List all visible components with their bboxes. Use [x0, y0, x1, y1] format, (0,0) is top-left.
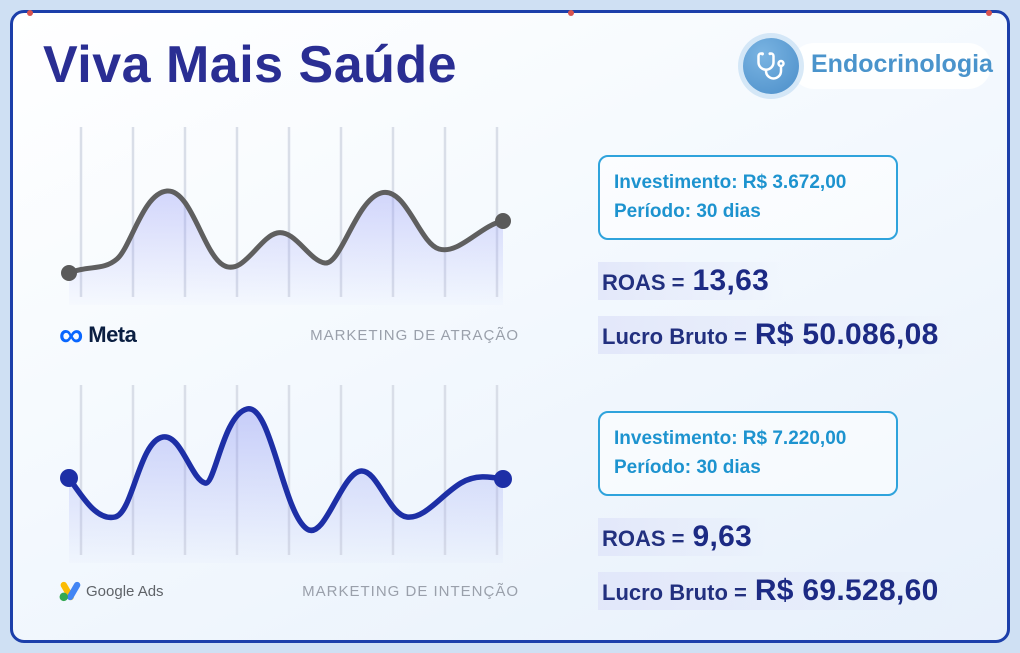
- investment-line: Investimento: R$ 7.220,00: [614, 428, 847, 449]
- attraction-wave-chart: [61, 127, 511, 305]
- lucro-value: R$ 50.086,08: [754, 317, 939, 351]
- decor-dot: [986, 10, 992, 16]
- lucro-label: Lucro Bruto =: [602, 579, 747, 605]
- meta-infinity-icon: ∞: [59, 316, 84, 354]
- lucro-label: Lucro Bruto =: [602, 323, 747, 349]
- meta-logo: ∞ Meta: [59, 316, 137, 354]
- stethoscope-icon: [743, 38, 799, 94]
- lucro-row: Lucro Bruto = R$ 50.086,08: [598, 315, 953, 354]
- intention-chart-caption: MARKETING DE INTENÇÃO: [302, 582, 519, 600]
- period-line: Período: 30 dias: [614, 457, 761, 479]
- google-ads-triangle-icon: [59, 581, 81, 602]
- google-stats: Investimento: R$ 7.220,00 Período: 30 di…: [598, 411, 953, 610]
- meta-stats: Investimento: R$ 3.672,00 Período: 30 di…: [598, 155, 953, 354]
- attraction-chart-caption: MARKETING DE ATRAÇÃO: [310, 326, 519, 344]
- roas-row: ROAS = 13,63: [598, 261, 784, 300]
- page-title: Viva Mais Saúde: [43, 36, 458, 94]
- roas-row: ROAS = 9,63: [598, 517, 767, 556]
- lucro-value: R$ 69.528,60: [754, 573, 939, 607]
- roas-label: ROAS =: [602, 525, 685, 551]
- roas-label: ROAS =: [602, 269, 685, 295]
- lucro-row: Lucro Bruto = R$ 69.528,60: [598, 571, 953, 610]
- google-ads-logo-label: Google Ads: [86, 582, 164, 600]
- decor-dot: [27, 10, 33, 16]
- meta-logo-label: Meta: [88, 322, 137, 347]
- investment-line: Investimento: R$ 3.672,00: [614, 172, 847, 193]
- infographic-card: Viva Mais Saúde Endocrinologia: [10, 10, 1010, 643]
- google-investment-box: Investimento: R$ 7.220,00 Período: 30 di…: [598, 411, 898, 496]
- meta-investment-box: Investimento: R$ 3.672,00 Período: 30 di…: [598, 155, 898, 240]
- meta-chart-section: ∞ Meta MARKETING DE ATRAÇÃO: [51, 125, 525, 354]
- period-line: Período: 30 dias: [614, 201, 761, 223]
- roas-value: 9,63: [692, 519, 753, 553]
- google-ads-logo: Google Ads: [59, 580, 164, 602]
- decor-dot: [568, 10, 574, 16]
- google-chart-section: Google Ads MARKETING DE INTENÇÃO: [51, 383, 525, 602]
- meta-chart-footer: ∞ Meta MARKETING DE ATRAÇÃO: [51, 316, 525, 354]
- intention-wave-chart: [60, 385, 512, 563]
- google-chart-footer: Google Ads MARKETING DE INTENÇÃO: [51, 580, 525, 602]
- specialty-label: Endocrinologia: [811, 50, 993, 78]
- specialty-pill: [791, 43, 991, 89]
- roas-value: 13,63: [692, 263, 770, 297]
